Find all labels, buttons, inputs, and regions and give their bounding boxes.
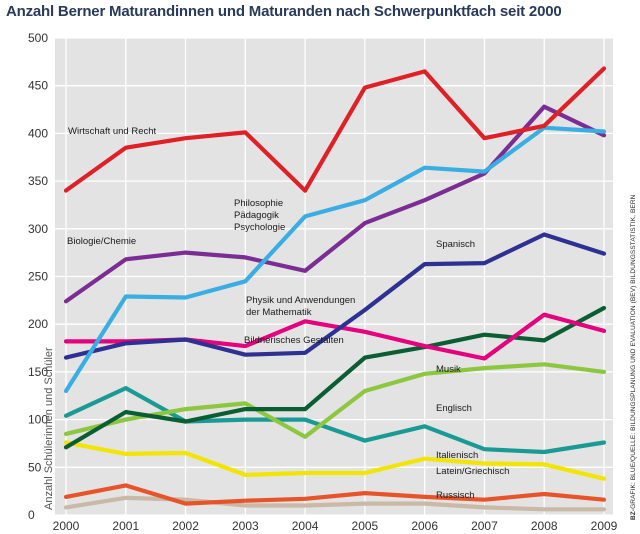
annotation-line: der Mathematik [246, 307, 312, 318]
x-tick-label: 2003 [232, 519, 259, 533]
x-tick-label: 2004 [292, 519, 319, 533]
series-line [63, 495, 607, 512]
series-line [63, 232, 607, 360]
chart-title: Anzahl Berner Maturandinnen und Maturand… [6, 3, 562, 20]
annotation-line: Latein/Griechisch [436, 466, 509, 477]
series-annotation: Russisch [436, 490, 475, 501]
series-annotation: Musik [436, 364, 461, 375]
y-tick-label: 50 [28, 460, 42, 474]
credit-text: GRAFIK: BLUE/QUELLE: BILDUNGSPLANUNG UND… [630, 194, 637, 509]
y-axis-label: Anzahl Schülerinnen und Schüler [43, 347, 55, 510]
annotation-line: Philosophie [234, 198, 283, 209]
x-tick-label: 2007 [471, 519, 498, 533]
series-line [63, 125, 607, 394]
series-annotation: Italienisch [436, 450, 478, 461]
annotation-line: Spanisch [436, 239, 475, 250]
x-tick-label: 2002 [172, 519, 199, 533]
source-credit: BZ-GRAFIK: BLUE/QUELLE: BILDUNGSPLANUNG … [630, 195, 637, 520]
annotation-line: Pädagogik [234, 210, 279, 221]
series-line [63, 483, 607, 506]
series-line [63, 362, 607, 439]
series-annotation: Spanisch [436, 239, 475, 250]
annotation-line: Englisch [436, 403, 472, 414]
y-tick-labels: 0 50 100 150 200 250 300 350 400 450 500 [28, 31, 48, 522]
series-lines [63, 66, 607, 512]
series-annotation: Latein/Griechisch [436, 466, 509, 477]
series-annotation: Biologie/Chemie [67, 236, 136, 247]
y-tick-label: 450 [28, 79, 48, 93]
annotation-line: Wirtschaft und Recht [68, 126, 157, 137]
annotation-line: Russisch [436, 490, 475, 501]
series-annotation: Wirtschaft und Recht [68, 126, 157, 137]
y-tick-label: 400 [28, 126, 48, 140]
y-tick-label: 200 [28, 317, 48, 331]
x-tick-label: 2005 [352, 519, 379, 533]
y-tick-label: 150 [28, 365, 48, 379]
credit-prefix: BZ- [630, 508, 637, 520]
y-tick-label: 100 [28, 413, 48, 427]
x-tick-labels: 2000 2001 2002 2003 2004 2005 2006 2007 2008 2009 [53, 519, 618, 533]
annotation-line: Physik und Anwendungen [246, 295, 355, 306]
annotation-line: Bildnerisches Gestalten [244, 335, 344, 346]
annotation-line: Biologie/Chemie [67, 236, 136, 247]
y-tick-label: 300 [28, 222, 48, 236]
series-annotation: Philosophie Pädagogik Psychologie [234, 198, 285, 233]
series-line [63, 386, 607, 455]
y-tick-label: 0 [28, 508, 35, 522]
x-tick-label: 2009 [591, 519, 618, 533]
series-annotation: Physik und Anwendungen der Mathematik [246, 295, 355, 318]
series-annotations: Wirtschaft und Recht Philosophie Pädagogik… [67, 126, 509, 501]
x-tick-label: 2001 [112, 519, 139, 533]
x-tick-label: 2008 [531, 519, 558, 533]
series-annotation: Bildnerisches Gestalten [244, 335, 344, 346]
y-tick-label: 350 [28, 174, 48, 188]
annotation-line: Italienisch [436, 450, 478, 461]
y-tick-label: 250 [28, 270, 48, 284]
x-tick-label: 2006 [411, 519, 438, 533]
series-annotation: Englisch [436, 403, 472, 414]
series-line [63, 104, 607, 304]
series-line [63, 66, 607, 193]
series-line [63, 440, 607, 481]
annotation-line: Psychologie [234, 222, 285, 233]
plot-area [55, 37, 613, 516]
x-tick-label: 2000 [53, 519, 80, 533]
annotation-line: Musik [436, 364, 461, 375]
y-tick-label: 500 [28, 31, 48, 45]
